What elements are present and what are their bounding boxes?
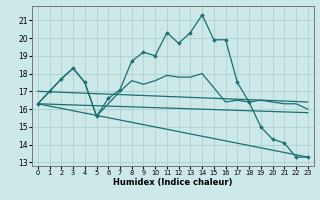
- X-axis label: Humidex (Indice chaleur): Humidex (Indice chaleur): [113, 178, 233, 187]
